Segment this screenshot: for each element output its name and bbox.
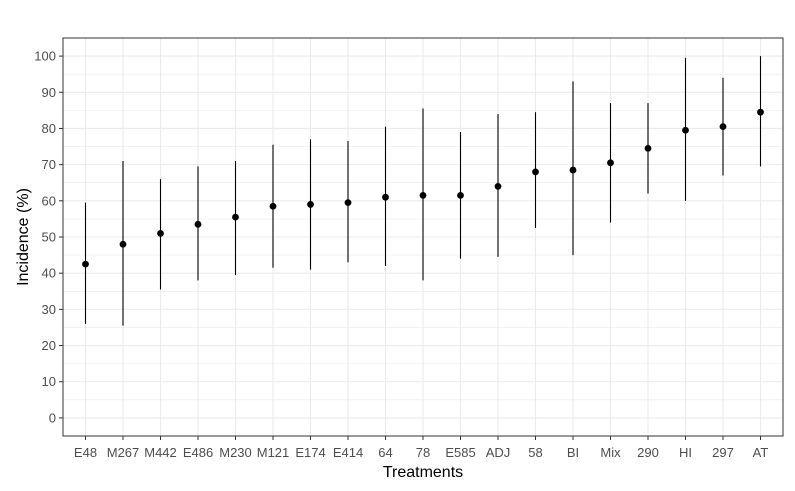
y-tick-label: 60 [42,193,56,208]
data-point [269,202,277,210]
x-tick-label: 297 [712,445,734,460]
x-tick-label: E414 [333,445,363,460]
x-tick-label: E585 [445,445,475,460]
data-point [757,108,764,116]
data-points [82,108,764,268]
x-tick-label: AT [753,445,769,460]
x-tick-label: E48 [74,445,97,460]
y-tick-label: 50 [42,230,56,245]
y-axis-title: Incidence (%) [15,188,32,286]
y-tick-label: 70 [42,157,56,172]
data-point [82,260,89,268]
y-tick-label: 10 [42,374,56,389]
data-point [644,144,652,152]
y-tick-label: 100 [34,49,56,64]
x-tick-label: HI [679,445,692,460]
x-tick-label: M230 [219,445,252,460]
y-tick-label: 40 [42,266,56,281]
x-tick-label: 64 [378,445,392,460]
x-axis-title: Treatments [383,464,463,481]
x-tick-label: 78 [416,445,430,460]
data-point [194,220,202,228]
data-point [232,213,239,221]
x-tick-label: E486 [183,445,213,460]
x-axis: E48 M267 M442 E486 M230 M121 E174 E414 64 78 E585 A… [74,436,768,460]
y-axis: 0 10 20 30 40 50 60 70 80 90 100 [34,49,63,425]
x-tick-label: BI [567,445,579,460]
data-point [344,199,352,207]
y-tick-label: 20 [42,338,56,353]
data-point [719,123,727,131]
data-point [119,240,127,248]
x-tick-label: 58 [528,445,542,460]
data-point [569,166,577,174]
data-point [307,201,314,208]
y-tick-label: 80 [42,121,56,136]
x-tick-label: 290 [637,445,659,460]
x-tick-label: M121 [257,445,290,460]
data-point [457,191,464,199]
y-tick-label: 90 [42,85,56,100]
x-tick-label: ADJ [486,445,511,460]
data-point [532,168,539,176]
x-tick-label: M442 [144,445,177,460]
data-point [607,159,614,167]
data-point [494,182,502,190]
x-tick-label: Mix [600,445,621,460]
x-tick-label: M267 [107,445,140,460]
data-point [382,193,389,201]
data-point [419,191,427,199]
data-point [682,126,689,134]
x-tick-label: E174 [295,445,325,460]
y-tick-label: 30 [42,302,56,317]
data-point [157,229,164,237]
y-tick-label: 0 [49,410,56,425]
